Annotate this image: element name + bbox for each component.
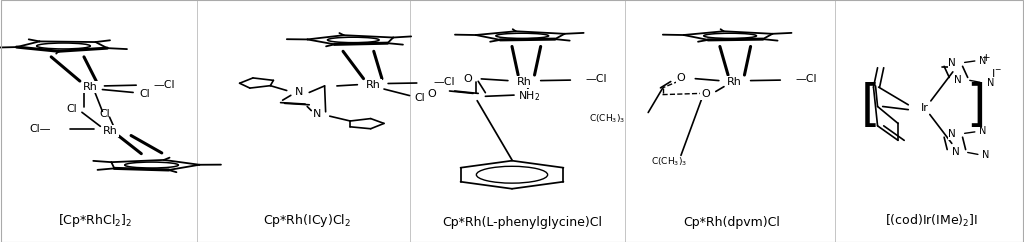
Text: N: N xyxy=(979,126,987,136)
Text: N: N xyxy=(948,58,956,68)
Text: Cp*Rh(ICy)Cl$_2$: Cp*Rh(ICy)Cl$_2$ xyxy=(263,212,351,229)
Text: O: O xyxy=(701,89,710,99)
Text: O: O xyxy=(428,89,436,99)
Text: [(cod)Ir(IMe)$_2$]I: [(cod)Ir(IMe)$_2$]I xyxy=(886,212,978,229)
Text: Ir: Ir xyxy=(921,103,929,113)
Text: N: N xyxy=(953,75,962,85)
Text: [Cp*RhCl$_2$]$_2$: [Cp*RhCl$_2$]$_2$ xyxy=(58,212,132,229)
Text: —Cl: —Cl xyxy=(796,74,817,84)
Text: Cl: Cl xyxy=(67,104,77,114)
Text: Cl: Cl xyxy=(139,89,150,99)
Text: I$^{-}$: I$^{-}$ xyxy=(991,67,1001,79)
Text: Cl: Cl xyxy=(415,93,425,103)
Text: Rh: Rh xyxy=(367,80,381,90)
Text: N: N xyxy=(979,55,987,66)
Text: O: O xyxy=(464,74,472,84)
Text: Rh: Rh xyxy=(517,77,531,87)
Text: N: N xyxy=(948,129,956,139)
Text: N: N xyxy=(313,109,322,119)
Text: Cl: Cl xyxy=(99,109,110,119)
Text: Cp*Rh(L-phenylglycine)Cl: Cp*Rh(L-phenylglycine)Cl xyxy=(442,216,602,229)
Text: Rh: Rh xyxy=(103,126,118,136)
Text: Rh: Rh xyxy=(727,77,741,87)
Text: —Cl: —Cl xyxy=(433,77,455,87)
Text: [: [ xyxy=(860,83,881,130)
Text: —Cl: —Cl xyxy=(154,80,175,90)
Text: N: N xyxy=(982,150,990,160)
Text: Rh: Rh xyxy=(83,82,97,92)
Text: ]: ] xyxy=(967,83,985,130)
Text: N: N xyxy=(986,78,994,88)
Text: Cl—: Cl— xyxy=(30,124,51,135)
Text: Cp*Rh(dpvm)Cl: Cp*Rh(dpvm)Cl xyxy=(684,216,780,229)
Text: $\mathregular{C(CH_3)_3}$: $\mathregular{C(CH_3)_3}$ xyxy=(589,112,626,125)
Text: N: N xyxy=(951,147,959,158)
Text: NH$_2$: NH$_2$ xyxy=(518,89,541,103)
Text: O: O xyxy=(677,73,685,83)
Text: +: + xyxy=(982,53,990,63)
Text: N: N xyxy=(295,87,303,98)
Text: $\mathregular{C(CH_3)_3}$: $\mathregular{C(CH_3)_3}$ xyxy=(650,156,687,168)
Text: —Cl: —Cl xyxy=(586,74,607,84)
